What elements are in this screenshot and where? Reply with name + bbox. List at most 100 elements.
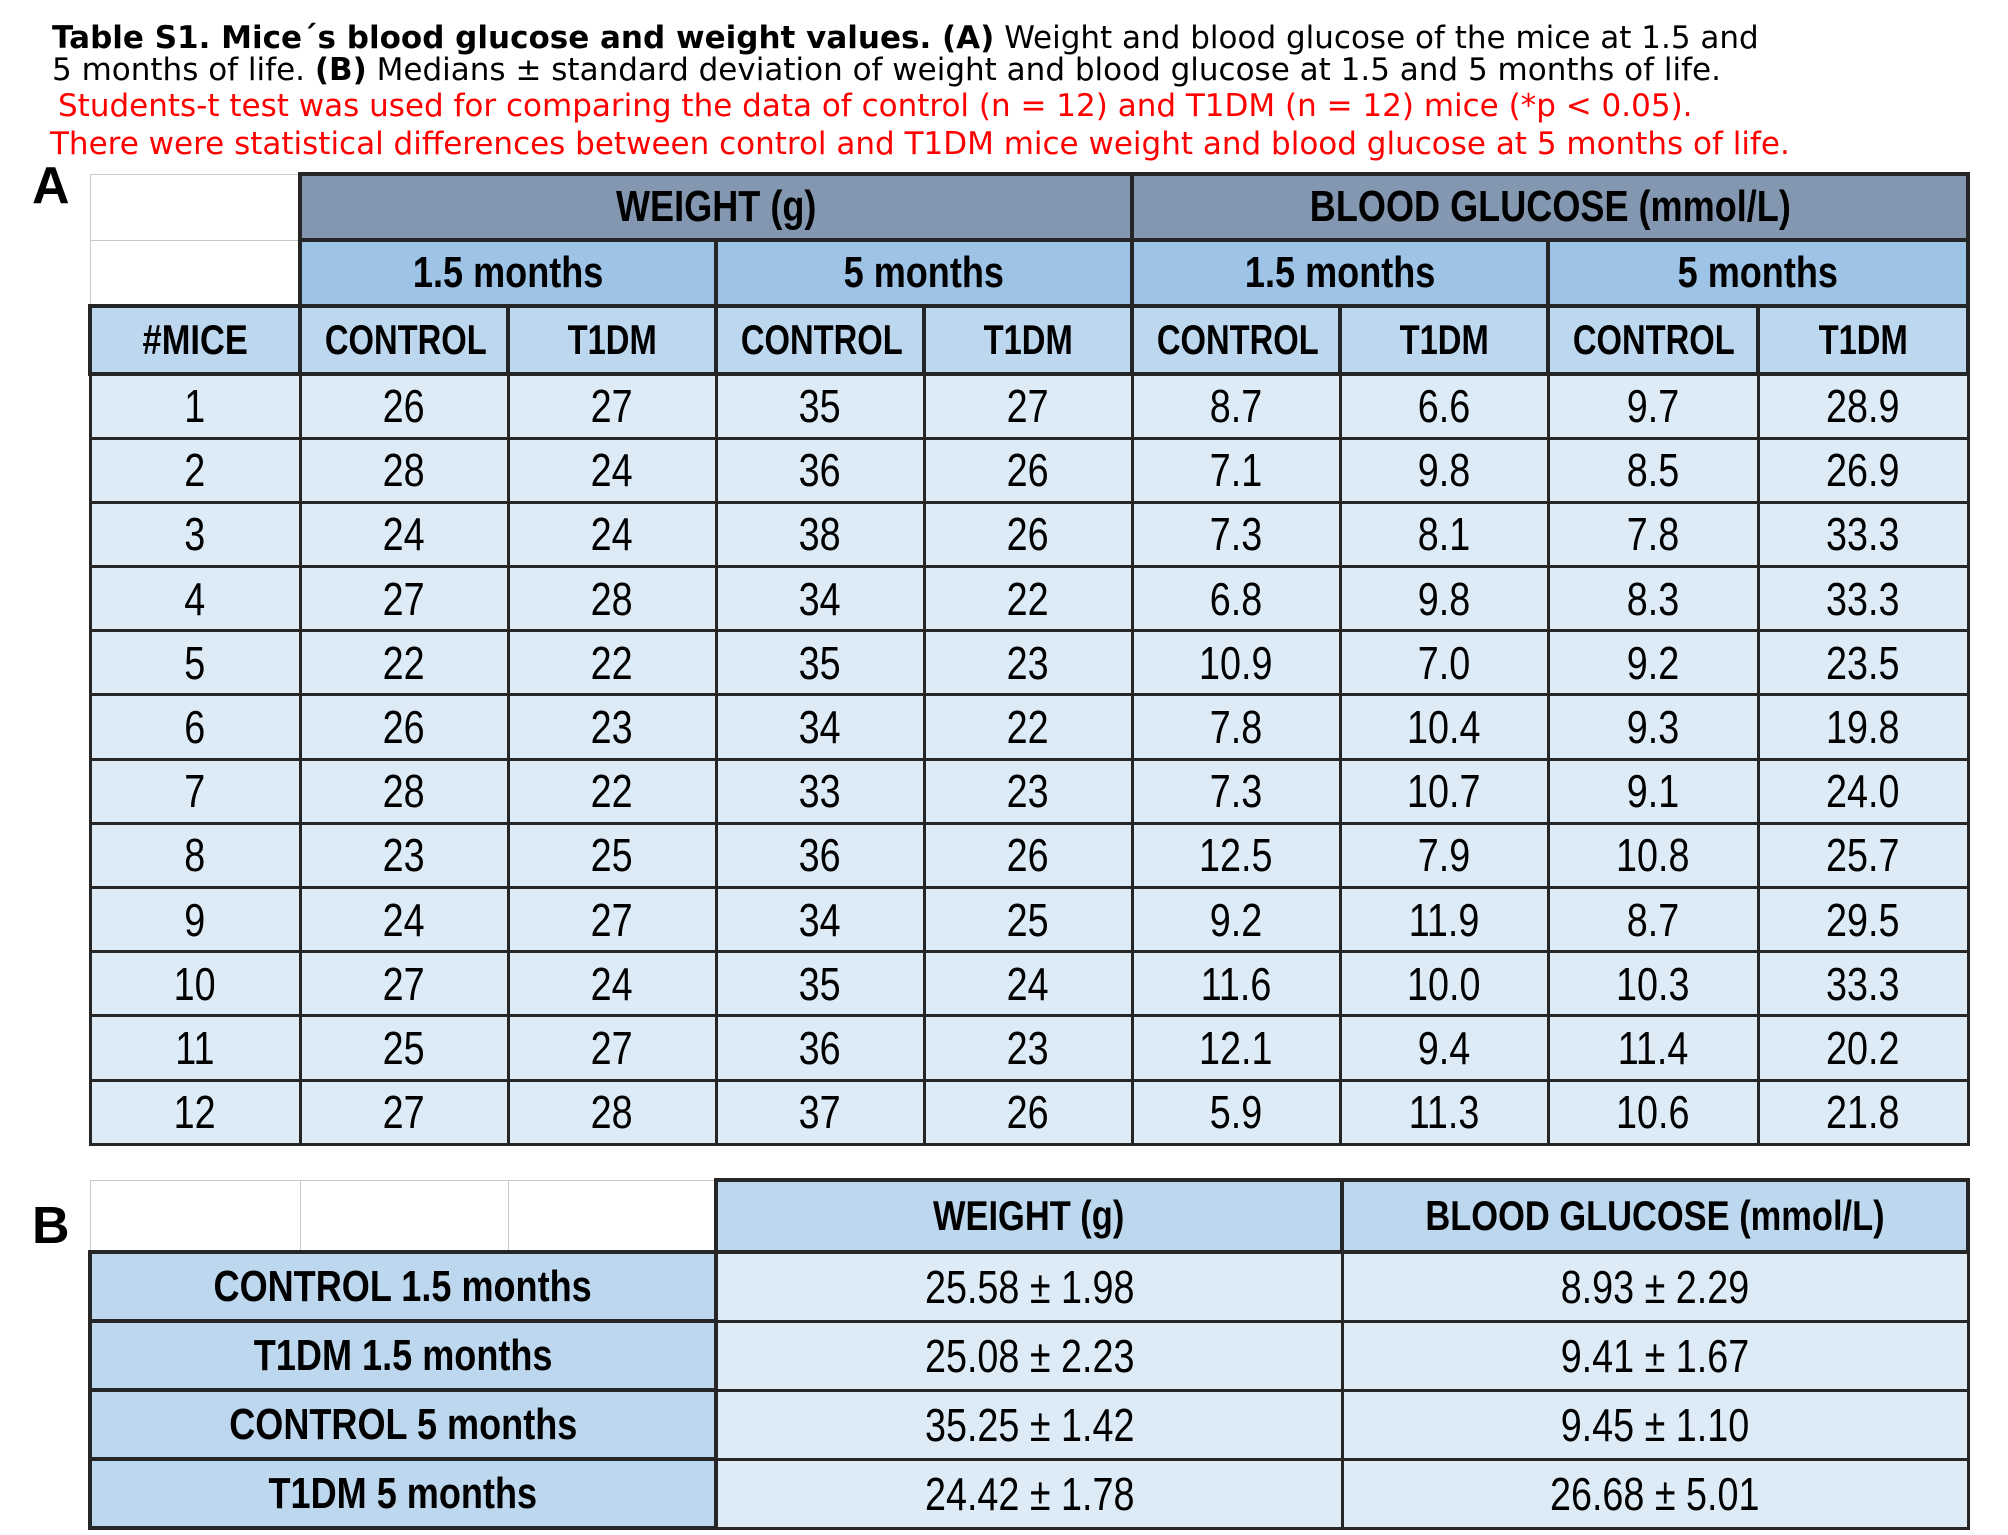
value-cell: 22: [922, 693, 1134, 761]
value-cell: 23.5: [1756, 629, 1970, 697]
blank-cell: [89, 1179, 301, 1253]
summary-value-cell: 25.58 ± 1.98: [714, 1250, 1344, 1323]
value-cell: 9.7: [1546, 372, 1760, 440]
value-cell: 35: [714, 629, 926, 697]
mouse-id-cell: 8: [88, 821, 302, 890]
value-cell: 34: [714, 565, 926, 633]
value-cell: 20.2: [1756, 1014, 1970, 1082]
value-cell: 34: [714, 693, 926, 761]
value-cell: 8.5: [1546, 436, 1760, 504]
value-cell: 9.4: [1338, 1014, 1550, 1082]
value-cell: 24: [298, 500, 510, 569]
mouse-id-cell: 10: [88, 950, 302, 1018]
value-cell: 23: [922, 757, 1134, 825]
value-cell: 33.3: [1756, 565, 1970, 633]
value-cell: 24: [506, 950, 718, 1018]
value-cell: 12.5: [1130, 821, 1342, 890]
column-header-t1dm: T1DM: [506, 304, 718, 376]
value-cell: 37: [714, 1078, 926, 1146]
caption-line-3: Students-t test was used for comparing t…: [58, 88, 1693, 124]
value-cell: 22: [298, 629, 510, 697]
value-cell: 27: [298, 950, 510, 1018]
value-cell: 26: [298, 372, 510, 440]
column-header-control: CONTROL: [1130, 304, 1343, 376]
value-cell: 35: [714, 950, 926, 1018]
value-cell: 25: [506, 821, 718, 890]
summary-weight-header: WEIGHT (g): [714, 1178, 1344, 1254]
value-cell: 9.3: [1546, 693, 1760, 761]
weight-group-header: WEIGHT (g): [297, 172, 1135, 242]
value-cell: 28.9: [1756, 372, 1970, 440]
mouse-id-cell: 2: [88, 436, 302, 504]
value-cell: 19.8: [1756, 693, 1970, 761]
value-cell: 36: [714, 821, 926, 890]
caption-title: Table S1. Mice´s blood glucose and weigh…: [52, 20, 995, 56]
column-header-t1dm: T1DM: [921, 304, 1135, 376]
panel-a-label: A: [32, 157, 70, 215]
blank-cell: [299, 1179, 509, 1253]
value-cell: 26: [298, 693, 510, 761]
summary-row: T1DM 1.5 months 25.08 ± 2.23 9.41 ± 1.67: [88, 1319, 1970, 1392]
summary-value-cell: 9.41 ± 1.67: [1340, 1319, 1970, 1392]
summary-value-cell: 35.25 ± 1.42: [714, 1388, 1344, 1461]
value-cell: 26: [922, 436, 1134, 504]
value-cell: 11.4: [1546, 1014, 1760, 1082]
value-cell: 26: [922, 1078, 1134, 1146]
mouse-id-cell: 9: [88, 885, 302, 954]
value-cell: 22: [922, 565, 1134, 633]
value-cell: 9.2: [1130, 885, 1342, 954]
value-cell: 11.3: [1338, 1078, 1550, 1146]
blank-cell: [89, 239, 301, 307]
value-cell: 26: [922, 500, 1134, 569]
value-cell: 11.6: [1130, 950, 1342, 1018]
value-cell: 25.7: [1756, 821, 1970, 890]
glucose-group-header: BLOOD GLUCOSE (mmol/L): [1130, 172, 1971, 242]
summary-group-label: CONTROL 1.5 months: [88, 1250, 718, 1323]
value-cell: 8.7: [1546, 885, 1760, 954]
panel-b-table: WEIGHT (g) BLOOD GLUCOSE (mmol/L) CONTRO…: [88, 1178, 1970, 1530]
value-cell: 24: [922, 950, 1134, 1018]
summary-group-label: T1DM 5 months: [88, 1457, 718, 1530]
table-row: 6 26 23 34 22 7.8 10.4 9.3 19.8: [88, 693, 1970, 761]
value-cell: 33: [714, 757, 926, 825]
value-cell: 6.6: [1338, 372, 1550, 440]
value-cell: 36: [714, 436, 926, 504]
value-cell: 12.1: [1130, 1014, 1342, 1082]
row-header-label: #MICE: [88, 304, 302, 376]
value-cell: 10.9: [1130, 629, 1342, 697]
value-cell: 24: [506, 436, 718, 504]
mouse-id-cell: 5: [88, 629, 302, 697]
value-cell: 28: [298, 757, 510, 825]
summary-glucose-header: BLOOD GLUCOSE (mmol/L): [1340, 1178, 1970, 1254]
value-cell: 6.8: [1130, 565, 1342, 633]
caption-text: Medians ± standard deviation of weight a…: [366, 52, 1721, 88]
value-cell: 28: [506, 565, 718, 633]
value-cell: 27: [506, 1014, 718, 1082]
mouse-id-cell: 1: [88, 372, 302, 440]
value-cell: 7.1: [1130, 436, 1342, 504]
column-header-t1dm: T1DM: [1338, 304, 1551, 376]
caption-text: Weight and blood glucose of the mice at …: [994, 20, 1759, 56]
value-cell: 34: [714, 885, 926, 954]
mouse-id-cell: 7: [88, 757, 302, 825]
blank-cell: [89, 173, 301, 241]
blank-cell: [507, 1179, 717, 1253]
value-cell: 11.9: [1338, 885, 1550, 954]
value-cell: 23: [922, 629, 1134, 697]
value-cell: 7.3: [1130, 757, 1342, 825]
value-cell: 10.7: [1338, 757, 1550, 825]
value-cell: 33.3: [1756, 950, 1970, 1018]
panel-b-label: B: [32, 1197, 70, 1255]
value-cell: 27: [922, 372, 1134, 440]
value-cell: 22: [506, 757, 718, 825]
period-header: 1.5 months: [298, 238, 718, 308]
value-cell: 22: [506, 629, 718, 697]
table-row: 9 24 27 34 25 9.2 11.9 8.7 29.5: [88, 885, 1970, 954]
value-cell: 10.0: [1338, 950, 1550, 1018]
value-cell: 10.8: [1546, 821, 1760, 890]
column-header-control: CONTROL: [714, 304, 926, 376]
value-cell: 10.4: [1338, 693, 1550, 761]
value-cell: 27: [506, 885, 718, 954]
column-header-control: CONTROL: [1546, 304, 1761, 376]
table-row: 7 28 22 33 23 7.3 10.7 9.1 24.0: [88, 757, 1970, 825]
